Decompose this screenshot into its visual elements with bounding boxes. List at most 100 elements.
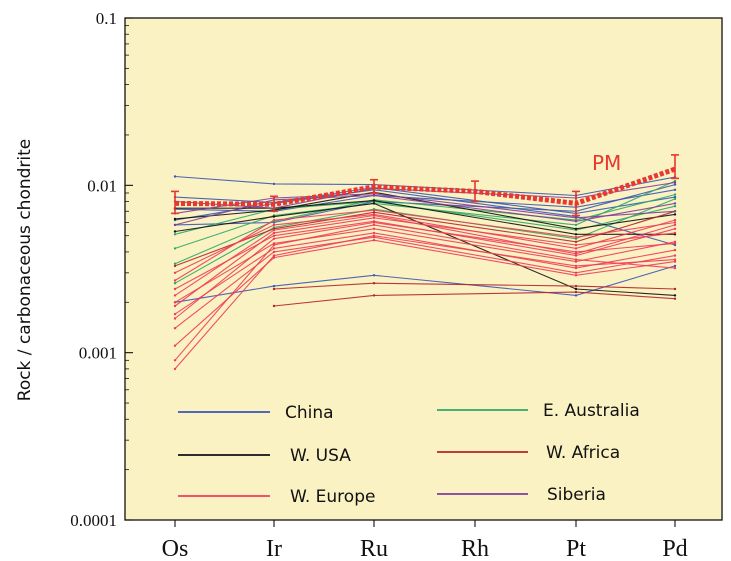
series-point [673,202,677,205]
x-tick-label-ir: Ir [266,536,282,561]
y-tick-label: 0.0001 [70,511,117,530]
series-point [673,266,677,270]
series-point [272,287,276,291]
y-tick-label: 0.001 [79,344,117,363]
legend-label-siberia: Siberia [547,485,606,505]
series-point [173,294,177,297]
series-point [673,242,677,245]
series-point [272,218,276,222]
series-point [173,262,177,265]
series-point [574,274,578,277]
legend-label-china: China [285,403,334,423]
reference-line-pm [174,166,676,207]
pm-label: PM [592,151,621,175]
series-point [673,210,677,213]
series-point [173,301,177,304]
series-point [673,221,677,224]
series-point [173,175,177,178]
series-point [574,266,578,270]
series-point [372,274,376,277]
y-axis: 0.0001 0.001 0.01 0.1 [70,9,133,530]
y-tick-label: 0.1 [96,9,117,28]
series-point [574,252,578,255]
series-point [673,231,677,235]
series-point [272,228,276,232]
series-point [574,258,578,261]
series-point [673,205,677,208]
series-point [372,209,376,212]
series-point [673,188,677,191]
series-point [173,304,177,308]
series-point [673,264,677,268]
legend-label-w-usa: W. USA [290,446,351,466]
series-point [372,282,376,285]
series-point [574,254,578,257]
series-point [272,250,276,254]
series-point [673,193,677,196]
series-point [372,214,376,217]
x-tick-label-rh: Rh [461,536,489,561]
series-point [173,271,177,274]
series-point [272,234,276,237]
series-point [372,223,376,227]
series-point [272,182,276,186]
series-point [574,223,578,227]
x-tick-label-pd: Pd [662,536,687,561]
series-point [272,215,276,218]
series-point [272,304,276,308]
series-point [173,367,177,371]
series-point [372,234,376,237]
series-point [673,213,677,216]
series-point [173,217,177,221]
series-point [673,258,677,261]
legend-label-w-europe: W. Europe [290,487,375,507]
series-point [272,284,276,288]
legend-label-w-africa: W. Africa [546,443,620,463]
y-tick-label: 0.01 [87,176,117,195]
series-point [574,240,578,243]
series-point [272,237,276,240]
plot-frame [124,17,723,521]
series-point [574,290,578,294]
series-point [372,194,376,197]
series-point [372,231,376,235]
series-point [673,294,677,297]
legend-label-e-australia: E. Australia [543,401,640,421]
series-point [673,223,677,227]
series-point [673,248,677,252]
series-point [173,327,177,330]
series-point [173,359,177,362]
series-point [574,236,578,239]
series-point [173,312,177,316]
series-point [673,183,677,186]
series-point [372,211,376,214]
series-point [673,181,677,184]
x-axis: Os Ir Ru Rh Pt Pd [162,520,688,561]
series-point [173,282,177,285]
series-point [673,197,677,201]
series-point [173,233,177,236]
series-point [574,260,578,263]
series-point [173,223,177,227]
series-point [173,287,177,291]
series-point [574,233,578,236]
series-point [372,294,376,297]
reference-layer: PM [171,151,679,217]
x-tick-label-pt: Pt [566,536,586,561]
series-point [372,221,376,224]
series-point [372,199,376,202]
series-point [574,294,578,297]
series-point [272,247,276,250]
series-point [673,218,677,222]
series-point [673,227,677,230]
series-line-w-africa-13 [273,291,676,307]
series-point [574,216,578,219]
x-tick-label-ru: Ru [360,536,388,561]
series-point [272,243,276,247]
series-point [574,271,578,274]
series-point [574,264,578,268]
series-point [173,317,177,320]
series-point [372,216,376,219]
series-point [673,297,677,300]
